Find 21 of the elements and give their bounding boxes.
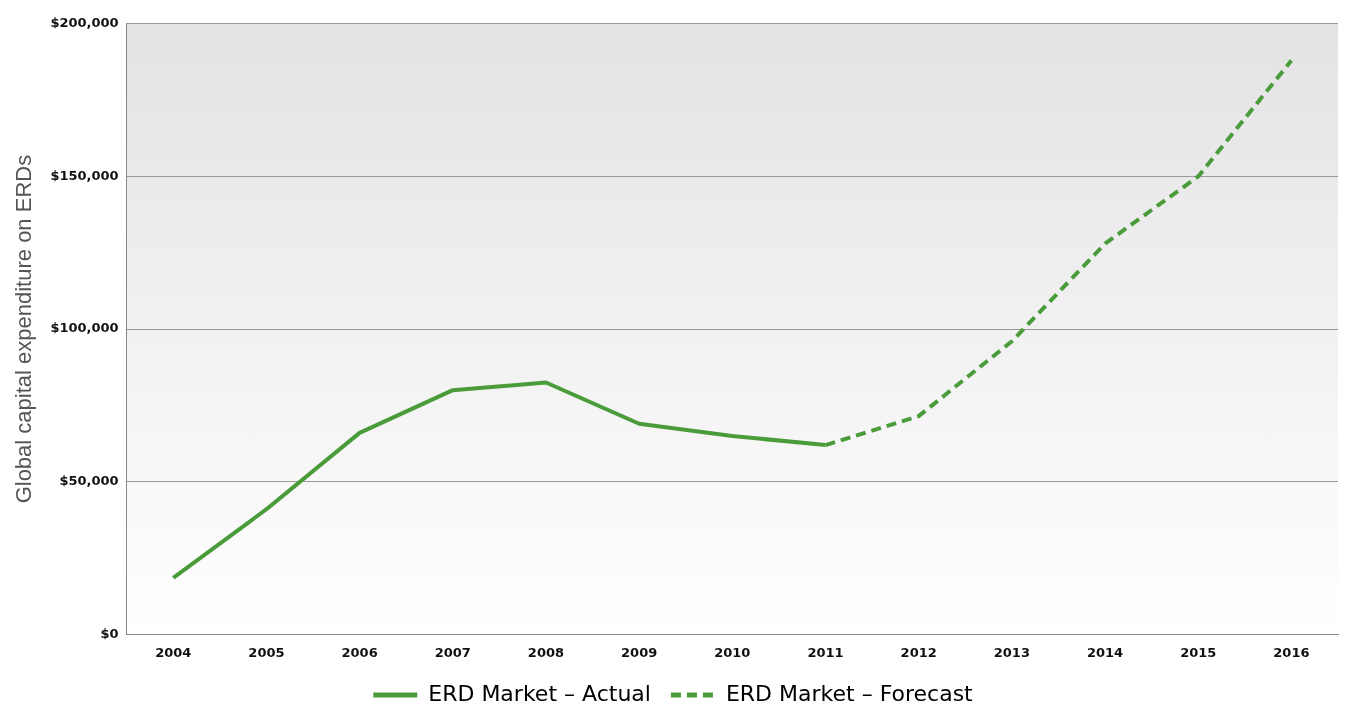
- legend-label: ERD Market – Forecast: [725, 680, 974, 706]
- x-tick-label: 2007: [434, 644, 471, 660]
- y-tick-label: $150,000: [50, 167, 119, 183]
- x-tick-label: 2008: [527, 644, 565, 660]
- x-tick-label: 2011: [807, 644, 844, 660]
- y-tick-label: $200,000: [50, 15, 119, 31]
- x-tick-label: 2014: [1086, 644, 1124, 660]
- y-tick-label: $100,000: [50, 320, 119, 336]
- x-tick-label: 2009: [621, 644, 658, 660]
- legend-label: ERD Market – Actual: [428, 680, 651, 706]
- x-tick-label: 2012: [900, 644, 937, 660]
- y-tick-label: $0: [100, 625, 119, 641]
- x-tick-label: 2013: [993, 644, 1030, 660]
- x-tick-label: 2010: [714, 644, 751, 660]
- x-tick-label: 2005: [248, 644, 285, 660]
- x-tick-label: 2016: [1273, 644, 1310, 660]
- y-axis-title: Global capital expenditure on ERDs: [11, 154, 37, 504]
- x-tick-label: 2015: [1180, 644, 1217, 660]
- x-tick-label: 2006: [341, 644, 378, 660]
- y-tick-label: $50,000: [59, 473, 119, 489]
- x-tick-label: 2004: [155, 644, 192, 660]
